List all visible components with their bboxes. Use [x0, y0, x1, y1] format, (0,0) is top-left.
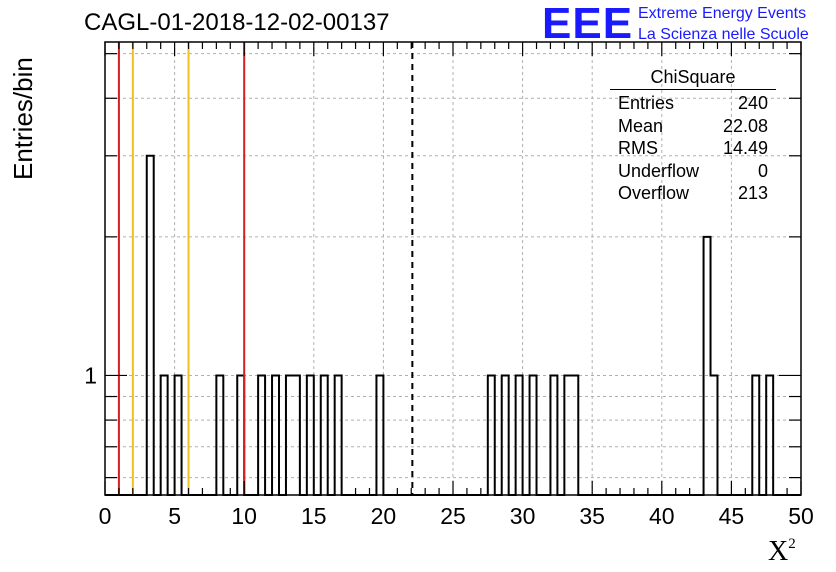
histogram-bin [711, 375, 718, 495]
stats-label: Mean [618, 115, 664, 136]
histogram-bin [516, 375, 523, 495]
histogram-bin [147, 156, 154, 495]
stats-label: Overflow [618, 183, 690, 203]
stats-value: 240 [737, 93, 768, 113]
x-tick-label: 30 [510, 503, 536, 529]
histogram-bin [704, 237, 711, 495]
x-tick-label: 40 [649, 503, 675, 529]
histogram-bin [488, 375, 495, 495]
histogram-bin [258, 375, 265, 495]
stats-value: 213 [737, 183, 768, 203]
x-tick-label: 10 [231, 503, 257, 529]
histogram-bin [286, 375, 293, 495]
stats-label: Entries [618, 93, 675, 113]
x-axis-label: X2 [768, 536, 796, 568]
x-tick-label: 20 [371, 503, 397, 529]
x-tick-label: 5 [168, 503, 181, 529]
logo-mark: EEE [542, 0, 634, 48]
y-axis-label: Entries/bin [8, 57, 38, 180]
stats-value: 0 [757, 160, 768, 181]
chart-title: CAGL-01-2018-12-02-00137 [84, 9, 390, 36]
histogram-bin [766, 375, 773, 495]
histogram-bin [376, 375, 383, 495]
stats-value: 22.08 [722, 115, 768, 136]
y-axis-label-wrap: Entries/bin [8, 57, 38, 320]
stats-row-underflow: Underflow 0 [610, 160, 776, 183]
histogram-bin [752, 375, 759, 495]
stats-row-overflow: Overflow 213 [610, 182, 776, 205]
histogram-bin [161, 375, 168, 495]
histogram-bin [237, 375, 244, 495]
grid-layer [105, 42, 801, 495]
histogram-bin [564, 375, 571, 495]
logo-line-1: Extreme Energy Events [638, 5, 807, 22]
stats-box: ChiSquare Entries 240 Mean 22.08 RMS 14.… [610, 66, 776, 205]
stats-label: Underflow [618, 160, 700, 181]
tick-labels: 0 5 10 15 20 25 30 35 40 45 50 1 [84, 362, 814, 529]
axis-ticks [104, 42, 802, 495]
histogram-bin [293, 375, 300, 495]
histogram-bin [335, 375, 342, 495]
x-axis-label-text: X [768, 536, 789, 567]
histogram-bin [530, 375, 537, 495]
x-axis-label-sup: 2 [788, 536, 796, 552]
histogram-bin [175, 375, 182, 495]
histogram-bin [550, 375, 557, 495]
histogram-bin [502, 375, 509, 495]
stats-title: ChiSquare [610, 66, 776, 90]
logo-line-2: La Scienza nelle Scuole [638, 26, 809, 43]
stats-row-rms: RMS 14.49 [610, 137, 776, 160]
histogram-bin [216, 375, 223, 495]
histogram-bin [321, 375, 328, 495]
x-tick-label: 25 [440, 503, 466, 529]
histogram-bin [272, 375, 279, 495]
stats-label: RMS [618, 138, 658, 158]
x-tick-label: 0 [99, 503, 112, 529]
y-tick-label: 1 [84, 362, 97, 388]
x-tick-label: 35 [579, 503, 605, 529]
histogram-bin [571, 375, 578, 495]
x-tick-label: 50 [788, 503, 814, 529]
threshold-lines [117, 42, 414, 495]
stats-row-mean: Mean 22.08 [610, 115, 776, 138]
stats-row-entries: Entries 240 [610, 92, 776, 115]
stats-value: 14.49 [722, 138, 768, 158]
histogram-bin [307, 375, 314, 495]
x-tick-label: 45 [719, 503, 745, 529]
x-tick-label: 15 [301, 503, 327, 529]
